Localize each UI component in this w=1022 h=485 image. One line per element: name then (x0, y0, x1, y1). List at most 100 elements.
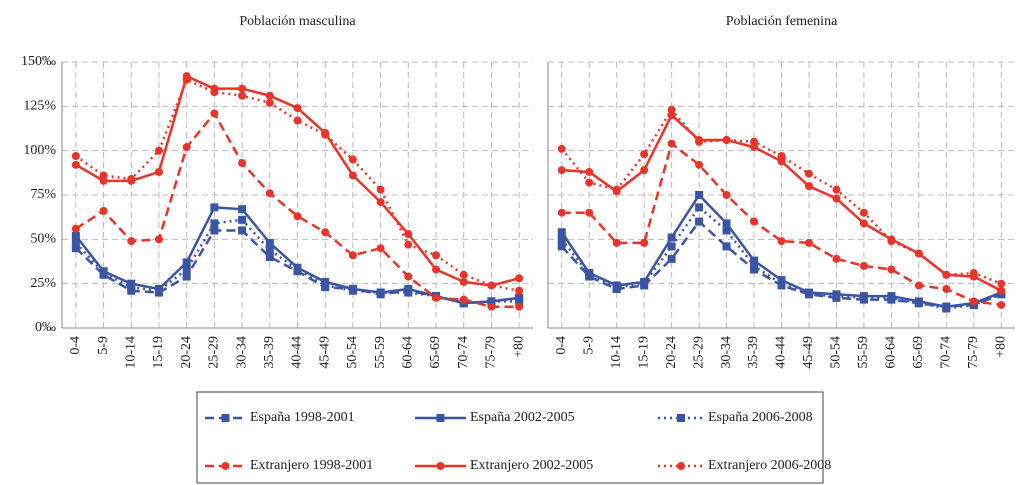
marker (832, 194, 841, 203)
marker (182, 75, 191, 84)
x-tick-label: 15-19 (636, 336, 651, 369)
marker (265, 91, 274, 100)
marker (436, 414, 445, 422)
marker (695, 160, 704, 169)
marker (238, 215, 247, 224)
marker (942, 270, 951, 279)
marker (750, 217, 759, 226)
marker (722, 136, 731, 145)
marker (557, 242, 566, 251)
x-tick-label: +80 (993, 336, 1008, 358)
marker (997, 300, 1006, 309)
x-tick-label: 60-64 (884, 336, 899, 369)
x-tick-label: 45-49 (801, 336, 816, 369)
marker (348, 251, 357, 260)
marker (695, 137, 704, 146)
x-tick-label: 0-4 (554, 336, 569, 355)
legend-label: España 2002-2005 (470, 410, 575, 425)
x-tick-label: 20-24 (664, 336, 679, 369)
y-tick-label: 25% (30, 276, 56, 291)
marker (722, 226, 731, 235)
x-tick-label: 50-54 (829, 336, 844, 369)
marker (182, 265, 191, 274)
marker (182, 143, 191, 152)
marker (321, 228, 330, 237)
marker (321, 281, 330, 290)
x-tick-label: 70-74 (939, 336, 954, 369)
x-tick-label: 5-9 (96, 336, 111, 355)
marker (71, 244, 80, 253)
marker (487, 302, 496, 311)
marker (612, 238, 621, 247)
marker (210, 219, 219, 228)
marker (887, 293, 896, 302)
x-tick-label: 55-59 (856, 336, 871, 369)
x-tick-label: 75-79 (966, 336, 981, 369)
marker (859, 219, 868, 228)
marker (832, 254, 841, 263)
marker (376, 185, 385, 194)
marker (154, 167, 163, 176)
x-tick-label: 10-14 (123, 336, 138, 369)
marker (71, 238, 80, 247)
series-line (560, 192, 1002, 308)
marker (585, 178, 594, 187)
marker (515, 297, 524, 306)
marker (997, 279, 1006, 288)
marker (127, 283, 136, 292)
x-tick-label: 40-44 (290, 336, 305, 369)
chart-title: Población femenina (726, 14, 838, 29)
marker (969, 297, 978, 306)
y-tick-label: 100% (23, 143, 56, 158)
marker (969, 269, 978, 278)
marker (640, 279, 649, 288)
marker (348, 171, 357, 180)
marker (667, 139, 676, 148)
marker (348, 286, 357, 295)
marker (99, 269, 108, 278)
x-tick-label: 35-39 (746, 336, 761, 369)
marker (71, 151, 80, 160)
x-tick-label: 30-34 (719, 336, 734, 369)
y-tick-label: 0‰ (35, 320, 56, 335)
marker (221, 414, 230, 422)
marker (677, 462, 685, 470)
legend-label: Extranjero 2006-2008 (708, 458, 831, 473)
marker (557, 144, 566, 153)
marker (832, 185, 841, 194)
marker (612, 283, 621, 292)
x-tick-label: 30-34 (234, 336, 249, 369)
marker (348, 155, 357, 164)
series-line (74, 218, 520, 305)
marker (804, 182, 813, 191)
x-tick-label: 55-59 (373, 336, 388, 369)
marker (376, 198, 385, 207)
marker (777, 237, 786, 246)
marker (557, 208, 566, 217)
marker (238, 84, 247, 93)
marker (221, 462, 230, 470)
marker (914, 281, 923, 290)
x-tick-label: 5-9 (581, 336, 596, 355)
marker (71, 224, 80, 233)
marker (293, 116, 302, 125)
marker (515, 286, 524, 295)
marker (585, 167, 594, 176)
marker (71, 160, 80, 169)
marker (459, 277, 468, 286)
marker (265, 245, 274, 254)
marker (695, 191, 704, 199)
marker (154, 235, 163, 244)
y-tick-label: 125% (23, 99, 56, 114)
marker (695, 203, 704, 212)
marker (859, 208, 868, 217)
marker (914, 299, 923, 308)
marker (238, 91, 247, 100)
marker (487, 297, 496, 306)
legend-label: España 2006-2008 (708, 410, 813, 425)
x-tick-label: 70-74 (456, 336, 471, 369)
marker (722, 191, 731, 199)
marker (265, 189, 274, 198)
marker (585, 208, 594, 217)
